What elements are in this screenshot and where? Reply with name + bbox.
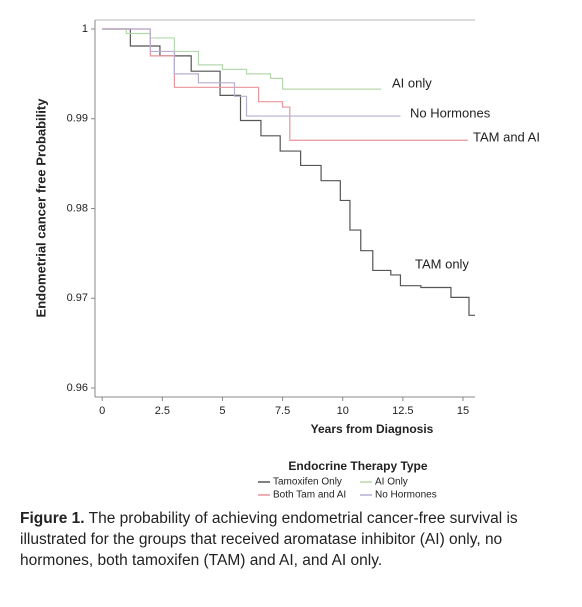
y-tick-label: 0.99 bbox=[67, 113, 88, 125]
legend-label: Tamoxifen Only bbox=[273, 477, 342, 488]
curve-annotation: TAM only bbox=[415, 256, 469, 271]
legend-title: Endocrine Therapy Type bbox=[288, 459, 427, 473]
x-tick-label: 10 bbox=[337, 405, 349, 417]
legend-label: No Hormones bbox=[375, 490, 437, 501]
x-tick-label: 12.5 bbox=[392, 405, 413, 417]
legend-label: Both Tam and AI bbox=[273, 490, 346, 501]
survival-curve bbox=[102, 28, 475, 316]
survival-curve bbox=[102, 28, 468, 141]
y-tick-label: 1 bbox=[82, 23, 88, 35]
x-tick-label: 7.5 bbox=[275, 405, 290, 417]
curve-annotation: AI only bbox=[392, 75, 432, 90]
y-axis-label: Endometrial cancer free Probability bbox=[33, 98, 48, 318]
legend-label: AI Only bbox=[375, 477, 408, 488]
caption: Figure 1. The probability of achieving e… bbox=[20, 508, 562, 571]
caption-label: Figure 1. bbox=[20, 510, 85, 527]
x-tick-label: 5 bbox=[219, 405, 225, 417]
curve-annotation: No Hormones bbox=[410, 105, 491, 120]
x-axis-label: Years from Diagnosis bbox=[311, 422, 434, 436]
chart: Years from Diagnosis Endometrial cancer … bbox=[33, 19, 540, 501]
caption-text: The probability of achieving endometrial… bbox=[20, 510, 518, 569]
y-tick-label: 0.96 bbox=[67, 382, 88, 394]
x-tick-label: 15 bbox=[457, 405, 469, 417]
x-tick-label: 2.5 bbox=[155, 405, 170, 417]
y-tick-label: 0.98 bbox=[67, 202, 88, 214]
survival-curve bbox=[102, 28, 382, 90]
survival-curve bbox=[102, 28, 401, 117]
curve-annotation: TAM and AI bbox=[473, 129, 540, 144]
y-tick-label: 0.97 bbox=[67, 292, 88, 304]
x-tick-label: 0 bbox=[99, 405, 105, 417]
